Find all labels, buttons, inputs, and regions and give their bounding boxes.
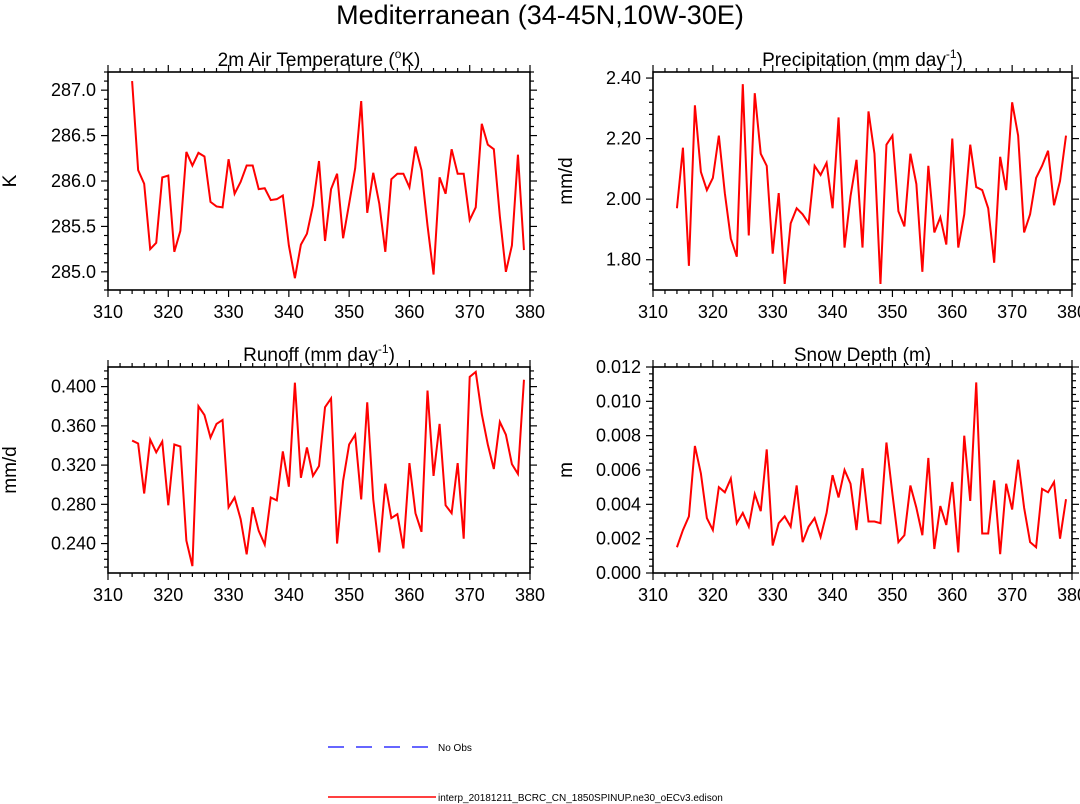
y-tick-label: 2.20 [606, 129, 641, 149]
x-tick-label: 340 [274, 302, 304, 322]
legend: No Obs interp_20181211_BCRC_CN_1850SPINUP… [328, 743, 723, 804]
x-tick-label: 370 [997, 585, 1027, 605]
y-tick-label: 0.002 [596, 529, 641, 549]
x-tick-label: 320 [153, 585, 183, 605]
x-tick-label: 330 [758, 585, 788, 605]
x-tick-label: 310 [638, 585, 668, 605]
y-axis: 285.0 285.5 286.0 286.5 287.0 [51, 71, 537, 291]
y-tick-label: 0.280 [51, 494, 96, 514]
x-tick-label: 380 [515, 585, 545, 605]
x-tick-label: 350 [877, 585, 907, 605]
series-line [131, 81, 525, 279]
x-tick-label: 340 [274, 585, 304, 605]
x-tick-label: 330 [214, 585, 244, 605]
y-axis-label: m [556, 462, 577, 478]
x-tick-label: 360 [937, 302, 967, 322]
x-tick-label: 310 [638, 302, 668, 322]
x-tick-label: 370 [455, 302, 485, 322]
panel-title-superscript: -1 [946, 47, 957, 61]
series-line [131, 370, 525, 567]
x-tick-label: 320 [153, 302, 183, 322]
x-axis: 310 320 330 340 350 360 370 380 [638, 360, 1080, 605]
x-tick-label: 330 [758, 302, 788, 322]
y-axis: 0.240 0.280 0.320 0.360 0.400 [51, 370, 537, 568]
y-axis-label: mm/d [0, 446, 21, 494]
x-tick-label: 380 [1057, 585, 1080, 605]
x-tick-label: 310 [93, 302, 123, 322]
y-tick-label: 285.0 [51, 262, 96, 282]
x-axis: 310 320 330 340 350 360 370 380 [638, 65, 1080, 322]
x-tick-label: 350 [334, 585, 364, 605]
plot-frame [107, 366, 531, 574]
y-axis-label: mm/d [556, 157, 577, 205]
x-tick-label: 320 [698, 302, 728, 322]
y-axis: 0.000 0.002 0.004 0.006 0.008 0.010 0.012 [596, 357, 1079, 583]
x-tick-label: 360 [394, 585, 424, 605]
panel-title-text: Snow Depth (m) [794, 345, 931, 366]
x-tick-label: 340 [818, 302, 848, 322]
panel-title: Precipitation (mm day-1) [762, 47, 963, 71]
y-tick-label: 0.000 [596, 563, 641, 583]
x-tick-label: 340 [818, 585, 848, 605]
y-tick-label: 0.004 [596, 494, 641, 514]
x-axis: 310 320 330 340 350 360 370 380 [93, 360, 545, 605]
panel-title-end: ) [957, 50, 963, 71]
series-points [677, 382, 1066, 554]
x-tick-label: 380 [1057, 302, 1080, 322]
y-tick-label: 0.012 [596, 357, 641, 377]
panel-title-end: K) [401, 50, 420, 71]
x-tick-label: 370 [455, 585, 485, 605]
legend-label: No Obs [438, 743, 472, 754]
y-tick-label: 0.240 [51, 534, 96, 554]
y-tick-label: 0.006 [596, 460, 641, 480]
y-tick-label: 2.40 [606, 68, 641, 88]
panel-title: 2m Air Temperature (oK) [218, 47, 421, 71]
y-tick-label: 286.0 [51, 171, 96, 191]
x-tick-label: 370 [997, 302, 1027, 322]
y-tick-label: 287.0 [51, 80, 96, 100]
panel-title-end: ) [389, 345, 395, 366]
panel-title: Snow Depth (m) [794, 345, 931, 366]
panel-title-text: Precipitation (mm day [762, 50, 946, 71]
plot-frame [107, 71, 531, 291]
x-tick-label: 360 [937, 585, 967, 605]
panel-title: Runoff (mm day-1) [243, 342, 395, 366]
x-tick-label: 350 [877, 302, 907, 322]
legend-label: interp_20181211_BCRC_CN_1850SPINUP.ne30_… [438, 793, 723, 804]
series-line [675, 382, 1067, 555]
series-points [132, 372, 524, 566]
panels: 2m Air Temperature (oK)310 320 330 340 350 36… [0, 47, 1080, 605]
y-tick-label: 0.400 [51, 377, 96, 397]
panel-title-superscript: o [395, 47, 402, 61]
y-tick-label: 1.80 [606, 250, 641, 270]
x-tick-label: 350 [334, 302, 364, 322]
figure-title: Mediterranean (34-45N,10W-30E) [336, 0, 744, 30]
panel-1: 2m Air Temperature (oK) 310 320 330 340 350 36… [0, 47, 545, 322]
panel-title-superscript: -1 [378, 342, 389, 356]
panel-title-text: Runoff (mm day [243, 345, 378, 366]
x-tick-label: 360 [394, 302, 424, 322]
y-tick-label: 0.010 [596, 391, 641, 411]
x-tick-label: 380 [515, 302, 545, 322]
y-tick-label: 2.00 [606, 189, 641, 209]
y-tick-label: 0.360 [51, 416, 96, 436]
y-axis-label: K [0, 174, 21, 187]
panel-3: Runoff (mm day-1) 310 320 330 340 350 360 370 38… [0, 342, 545, 605]
y-tick-label: 286.5 [51, 126, 96, 146]
panel-title-text: 2m Air Temperature ( [218, 50, 396, 71]
y-tick-label: 285.5 [51, 216, 96, 236]
y-axis: 1.80 2.00 2.20 2.40 [606, 68, 1079, 285]
panel-4: Snow Depth (m)3103203303403503603703800.… [556, 345, 1080, 605]
x-tick-label: 310 [93, 585, 123, 605]
panel-2: Precipitation (mm day-1)310 320 330 340 350 3… [556, 47, 1080, 322]
plot-frame [652, 71, 1073, 291]
x-tick-label: 320 [698, 585, 728, 605]
y-tick-label: 0.008 [596, 426, 641, 446]
x-tick-label: 330 [214, 302, 244, 322]
y-tick-label: 0.320 [51, 455, 96, 475]
series-line [675, 84, 1068, 285]
x-axis: 310 320 330 340 350 360 370 380 [93, 65, 545, 322]
